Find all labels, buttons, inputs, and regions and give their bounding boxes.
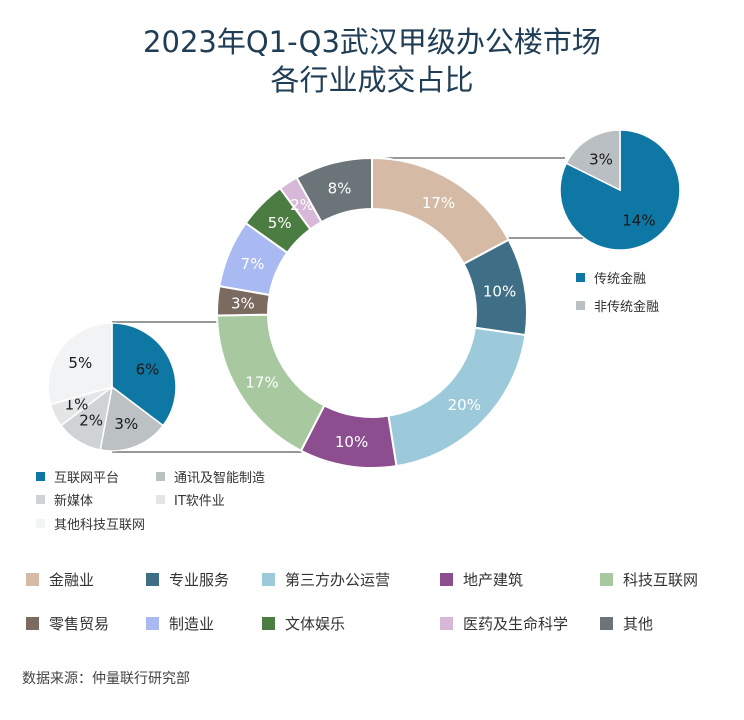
finance-slice-1 [565, 129, 621, 192]
tech-legend-item-4: 其他科技互联网 [36, 514, 145, 533]
legend-label-3: 地产建筑 [463, 571, 524, 589]
legend-swatch-8 [440, 617, 453, 630]
tech-label-0: 6% [136, 360, 160, 378]
tech-legend-label-4: 其他科技互联网 [54, 518, 146, 533]
legend-item-8: 医药及生命科学 [440, 613, 568, 634]
legend-label-6: 制造业 [169, 615, 215, 633]
legend-swatch-9 [600, 617, 613, 630]
legend-label-7: 文体娱乐 [285, 615, 346, 633]
donut-label-4: 17% [245, 373, 278, 391]
finance-legend-swatch-1 [576, 301, 585, 310]
tech-legend-label-0: 互联网平台 [54, 471, 120, 486]
donut-label-5: 3% [231, 295, 255, 313]
donut-label-8: 2% [290, 196, 314, 214]
tech-legend-item-0: 互联网平台 [36, 467, 119, 486]
donut-label-0: 17% [422, 194, 455, 212]
legend-label-9: 其他 [623, 615, 654, 633]
tech-label-2: 2% [79, 412, 103, 430]
finance-legend-item-1: 非传统金融 [576, 296, 659, 315]
donut-slice-9 [295, 156, 373, 224]
tech-legend-swatch-0 [36, 472, 45, 481]
tech-legend-swatch-3 [156, 495, 165, 504]
legend-swatch-6 [146, 617, 159, 630]
legend-swatch-4 [600, 573, 613, 586]
legend-label-1: 专业服务 [169, 571, 230, 589]
source-note: 数据来源：仲量联行研究部 [22, 671, 190, 687]
tech-label-1: 3% [114, 415, 138, 433]
donut-label-1: 10% [483, 283, 516, 301]
legend-item-9: 其他 [600, 613, 653, 634]
legend-item-0: 金融业 [26, 569, 94, 590]
legend-swatch-2 [262, 573, 275, 586]
donut-label-9: 8% [328, 180, 352, 198]
chart-title-line1: 2023年Q1-Q3武汉甲级办公楼市场 [143, 25, 601, 59]
finance-label-1: 3% [589, 150, 613, 168]
tech-slice-4 [47, 322, 113, 406]
legend-swatch-1 [146, 573, 159, 586]
legend-label-8: 医药及生命科学 [463, 615, 569, 633]
finance-label-0: 14% [622, 212, 655, 230]
donut-label-6: 7% [241, 255, 265, 273]
legend-swatch-5 [26, 617, 39, 630]
legend-item-4: 科技互联网 [600, 569, 698, 590]
finance-legend-label-0: 传统金融 [594, 272, 647, 287]
legend-label-0: 金融业 [49, 571, 95, 589]
donut-label-3: 10% [335, 433, 368, 451]
legend-label-4: 科技互联网 [623, 571, 699, 589]
tech-legend-item-2: 新媒体 [36, 490, 93, 509]
tech-legend-item-3: IT软件业 [156, 490, 225, 509]
finance-legend-swatch-0 [576, 273, 585, 282]
legend-item-3: 地产建筑 [440, 569, 523, 590]
tech-label-4: 5% [68, 354, 92, 372]
tech-legend-swatch-4 [36, 519, 45, 528]
legend-item-5: 零售贸易 [26, 613, 109, 634]
donut-label-7: 5% [268, 214, 292, 232]
donut-label-2: 20% [448, 396, 481, 414]
legend-item-1: 专业服务 [146, 569, 229, 590]
finance-legend-label-1: 非传统金融 [594, 300, 660, 315]
tech-legend-swatch-2 [36, 495, 45, 504]
legend-swatch-0 [26, 573, 39, 586]
finance-legend-item-0: 传统金融 [576, 268, 646, 287]
legend-label-5: 零售贸易 [49, 615, 110, 633]
legend-swatch-3 [440, 573, 453, 586]
legend-item-6: 制造业 [146, 613, 214, 634]
legend-item-2: 第三方办公运营 [262, 569, 390, 590]
tech-legend-item-1: 通讯及智能制造 [156, 467, 265, 486]
legend-item-7: 文体娱乐 [262, 613, 345, 634]
tech-legend-swatch-1 [156, 472, 165, 481]
legend-swatch-7 [262, 617, 275, 630]
tech-legend-label-2: 新媒体 [54, 494, 94, 509]
tech-label-3: 1% [65, 396, 89, 414]
legend-label-2: 第三方办公运营 [285, 571, 391, 589]
tech-legend-label-3: IT软件业 [174, 494, 225, 509]
tech-legend-label-1: 通讯及智能制造 [174, 471, 266, 486]
tech-slice-1 [99, 385, 165, 452]
tech-slice-0 [111, 322, 177, 427]
chart-title-line2: 各行业成交占比 [270, 63, 474, 97]
